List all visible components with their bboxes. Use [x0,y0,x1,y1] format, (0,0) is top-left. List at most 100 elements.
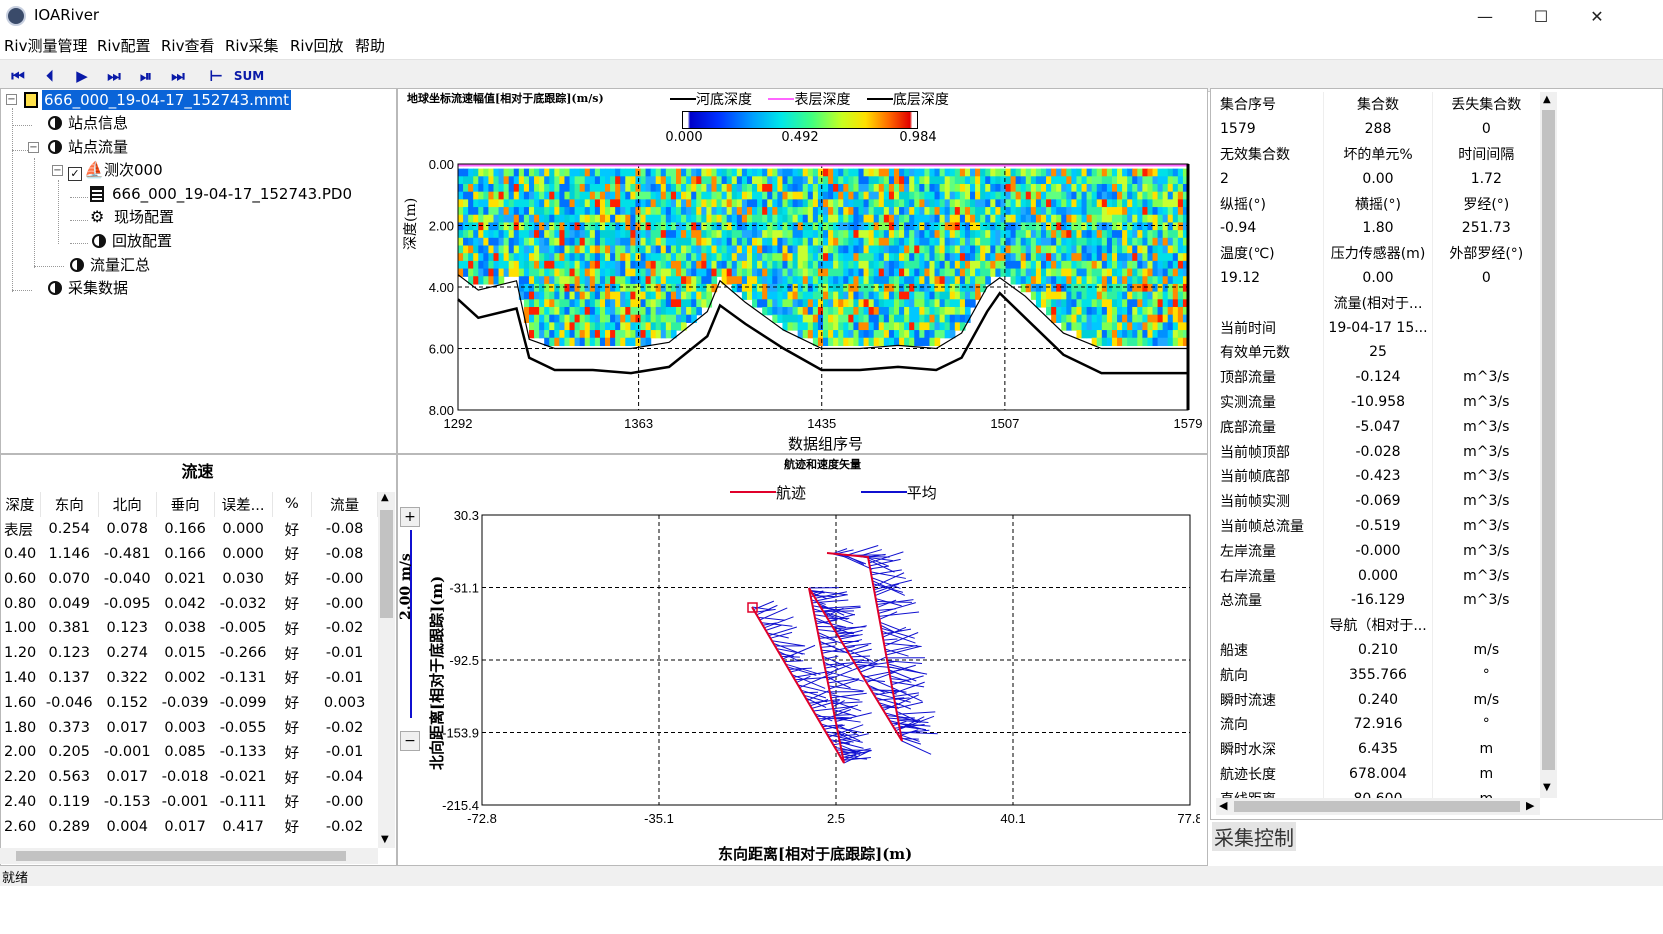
play-icon[interactable]: ▶ [76,67,88,85]
collection-control-label[interactable]: 采集控制 [1212,822,1296,851]
velocity-cell [888,314,895,323]
velocity-cell [1132,191,1138,200]
velocity-cell [640,230,647,239]
table-row[interactable]: 0.60 0.070 -0.040 0.021 0.030 好 -0.00 [0,566,378,591]
velocity-cell [817,183,824,193]
velocity-cell [1015,214,1022,224]
collapse-root-icon[interactable]: − [6,94,17,105]
hscroll-thumb[interactable] [1234,801,1520,812]
table-row[interactable]: 2.40 0.119 -0.153 -0.001 -0.111 好 -0.00 [0,790,378,815]
mark-icon[interactable]: ⊢ [209,67,223,85]
column-header[interactable]: 垂向 [156,492,215,517]
velocity-cell [1132,337,1138,347]
velocity-table-vscrollbar[interactable]: ▲ ▼ [378,492,395,848]
velocity-cell [1137,237,1143,247]
collapse-station-flow-icon[interactable]: − [28,142,39,153]
scroll-up-icon[interactable]: ▲ [1543,94,1551,105]
table-row[interactable]: 1.00 0.381 0.123 0.038 -0.005 好 -0.02 [0,616,378,641]
table-row[interactable]: 1.20 0.123 0.274 0.015 -0.266 好 -0.01 [0,641,378,666]
menu-help[interactable]: 帮助 [355,37,386,55]
scroll-thumb[interactable] [380,510,393,618]
last-frame-icon[interactable]: ⏭ [171,67,185,85]
ensemble-vscrollbar[interactable]: ▲ ▼ [1540,92,1557,798]
column-header[interactable]: % [272,492,313,517]
tree-flow-summary[interactable]: 流量汇总 [70,254,150,276]
menu-measurement-management[interactable]: Riv测量管理 [4,37,88,55]
scroll-left-icon[interactable]: ◀ [1219,799,1228,812]
tree-playback-config[interactable]: 回放配置 [92,230,172,252]
tree-site-config[interactable]: ⚙ 现场配置 [90,206,174,228]
column-header[interactable]: 误差... [214,492,273,517]
scroll-thumb[interactable] [1542,110,1555,770]
table-row[interactable]: 2.20 0.563 0.017 -0.018 -0.021 好 -0.04 [0,765,378,790]
velocity-table-hscrollbar[interactable] [0,848,378,864]
table-row[interactable]: 1.60 -0.046 0.152 -0.039 -0.099 好 0.003 [0,690,378,715]
checkbox-icon[interactable]: ✓ [68,167,82,181]
tree-measurement[interactable]: ✓ ⛵测次000 [68,159,163,181]
zoom-in-button[interactable]: + [400,507,420,527]
velocity-cell [488,191,495,200]
tree-station-info[interactable]: 站点信息 [48,112,128,134]
velocity-cell [1132,230,1138,239]
velocity-cell [1106,337,1113,347]
hscroll-thumb[interactable] [16,851,346,861]
close-button[interactable]: ✕ [1590,6,1604,26]
velocity-cell [528,214,535,224]
table-row[interactable]: 2.00 0.205 -0.001 0.085 -0.133 好 -0.01 [0,740,378,765]
velocity-cell [787,245,794,254]
tree-station-flow[interactable]: 站点流量 [48,136,128,158]
collapse-measurement-icon[interactable]: − [52,165,63,176]
step-pause-icon[interactable]: ⏯ [139,67,152,85]
menu-playback[interactable]: Riv回放 [290,37,344,55]
velocity-cell [741,291,748,300]
tree-root-item[interactable]: 666_000_19-04-17_152743.mmt [24,89,291,111]
velocity-cell [1172,283,1179,293]
velocity-cell [675,291,682,300]
tree-collected-data[interactable]: 采集数据 [48,277,128,299]
table-row[interactable]: 2.60 0.289 0.004 0.017 0.417 好 -0.02 [0,814,378,839]
velocity-cell [964,199,971,208]
velocity-cell [909,306,915,316]
velocity-cell [711,230,718,239]
table-row[interactable]: 1.40 0.137 0.322 0.002 -0.131 好 -0.01 [0,666,378,691]
next-step-icon[interactable]: ⏭ [107,67,121,85]
velocity-cell [1086,245,1093,254]
scroll-right-icon[interactable]: ▶ [1526,799,1535,812]
tree-pd0-file[interactable]: 666_000_19-04-17_152743.PD0 [90,183,352,205]
velocity-cell [1142,237,1149,247]
menu-acquire[interactable]: Riv采集 [225,37,279,55]
menu-config[interactable]: Riv配置 [97,37,151,55]
column-header[interactable]: 北向 [98,492,157,517]
velocity-cell [1066,222,1073,231]
menu-view[interactable]: Riv查看 [161,37,215,55]
table-row[interactable]: 0.80 0.049 -0.095 0.042 -0.032 好 -0.00 [0,591,378,616]
scroll-up-icon[interactable]: ▲ [381,492,389,503]
scroll-down-icon[interactable]: ▼ [1543,782,1551,793]
velocity-cell [782,191,789,200]
column-header[interactable]: 流量 [311,492,378,517]
table-cell: -0.02 [325,719,364,736]
column-header[interactable]: 深度 [0,492,41,517]
table-row[interactable]: 表层 0.254 0.078 0.166 0.000 好 -0.08 [0,517,378,542]
scroll-down-icon[interactable]: ▼ [381,834,389,845]
sum-button[interactable]: SUM [233,69,265,83]
maximize-button[interactable]: ☐ [1533,6,1549,26]
velocity-cell [559,183,566,193]
velocity-cell [549,245,555,254]
minimize-button[interactable]: — [1477,6,1493,26]
velocity-cell [802,268,809,277]
column-header[interactable]: 东向 [40,492,99,517]
velocity-table-viewport: 深度 东向 北向 垂向 误差...% 流量 表层 0.254 0.078 0.166 0.000 好… [0,492,378,848]
velocity-vector [888,669,917,682]
prev-frame-icon[interactable]: ⏴ [46,67,54,85]
info-cell: m^3/s [1463,517,1510,534]
table-row[interactable]: 1.80 0.373 0.017 0.003 -0.055 好 -0.02 [0,715,378,740]
zoom-out-button[interactable]: − [400,731,420,751]
velocity-cell [610,260,616,270]
table-row[interactable]: 0.40 1.146 -0.481 0.166 0.000 好 -0.08 [0,542,378,567]
velocity-cell [1025,260,1032,270]
velocity-cell [899,260,905,270]
first-frame-icon[interactable]: ⏮ [11,67,25,85]
table-cell: 1.60 [4,694,37,711]
ensemble-hscrollbar[interactable]: ◀ ▶ [1216,798,1540,815]
